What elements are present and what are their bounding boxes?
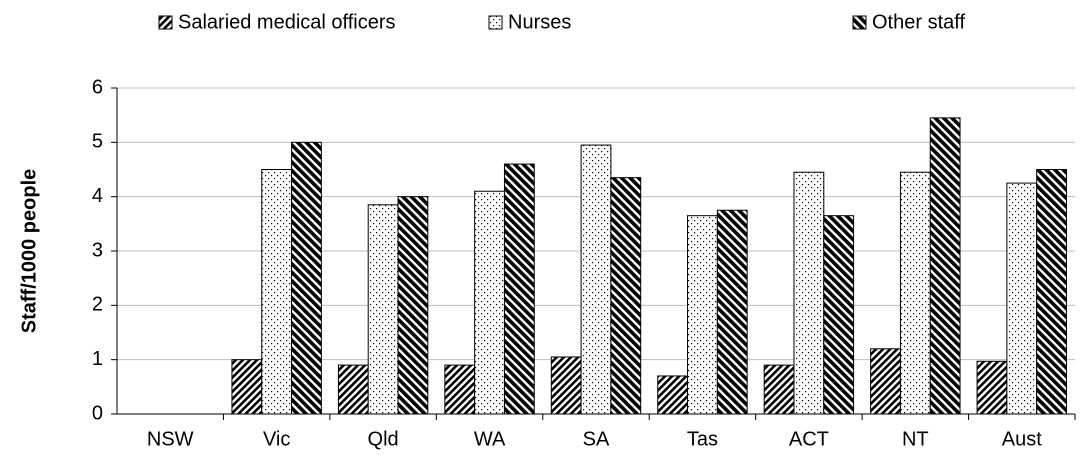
x-tick-label: SA xyxy=(583,428,610,450)
legend-label: Salaried medical officers xyxy=(178,11,396,33)
bar xyxy=(1036,169,1067,415)
bar xyxy=(291,141,322,415)
bar xyxy=(763,364,795,415)
bar xyxy=(1006,182,1038,415)
x-tick-label: Vic xyxy=(263,428,290,450)
x-tick-label: ACT xyxy=(789,428,829,450)
y-tick-label: 3 xyxy=(92,239,103,261)
bar xyxy=(397,196,429,415)
x-tick-label: Tas xyxy=(687,428,718,450)
bar xyxy=(474,190,505,415)
y-tick-label: 4 xyxy=(92,185,103,207)
bar xyxy=(580,144,612,415)
bar xyxy=(503,163,535,415)
bar xyxy=(870,348,901,415)
bar xyxy=(899,171,931,415)
y-axis-label: Staff/1000 people xyxy=(18,169,40,334)
bar xyxy=(444,364,476,415)
bar xyxy=(337,364,369,415)
x-tick-label: NT xyxy=(902,428,929,450)
legend-label: Nurses xyxy=(508,11,571,33)
legend-label: Other staff xyxy=(872,11,965,33)
legend-swatch xyxy=(488,15,503,30)
y-tick-label: 2 xyxy=(92,294,103,316)
y-tick-label: 0 xyxy=(92,402,103,424)
x-tick-label: NSW xyxy=(147,428,194,450)
bar xyxy=(367,204,399,415)
x-tick-label: Qld xyxy=(368,428,399,450)
bar xyxy=(823,215,855,415)
bar xyxy=(550,356,582,415)
bar xyxy=(687,215,718,415)
bar xyxy=(976,360,1008,415)
bar xyxy=(716,209,748,415)
x-tick-label: WA xyxy=(474,428,506,450)
y-tick-label: 1 xyxy=(92,348,103,370)
bar xyxy=(231,359,263,415)
bar xyxy=(793,171,825,415)
x-tick-label: Aust xyxy=(1002,428,1042,450)
y-tick-label: 6 xyxy=(92,76,103,98)
legend-swatch xyxy=(852,15,867,30)
bar xyxy=(657,375,689,415)
bar xyxy=(261,169,293,415)
bar xyxy=(610,177,642,415)
y-tick-label: 5 xyxy=(92,131,103,153)
bar xyxy=(929,117,961,415)
legend-swatch xyxy=(158,15,173,30)
